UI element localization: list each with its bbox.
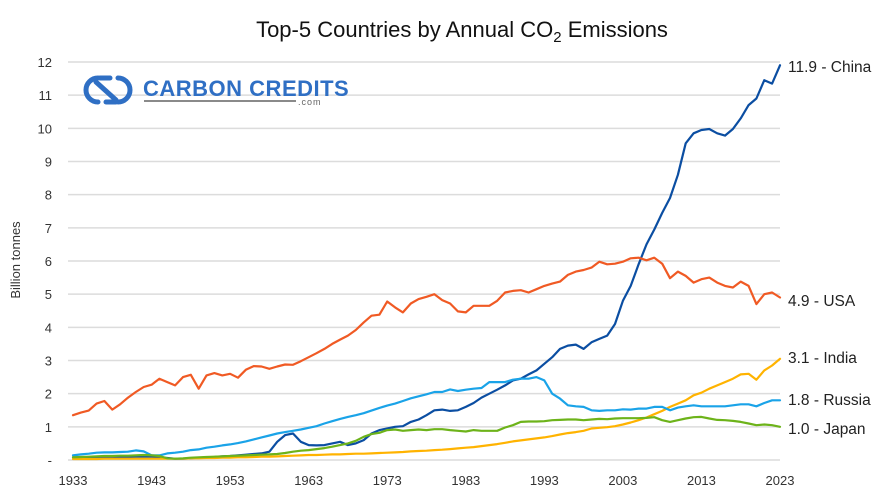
- logo-links-icon: [83, 75, 133, 105]
- end-label-india: 3.1 - India: [788, 350, 857, 367]
- series-line-japan: [71, 415, 782, 460]
- x-tick-label: 1953: [216, 473, 245, 488]
- y-tick-label: 7: [45, 221, 52, 236]
- series-line-russia: [71, 376, 782, 457]
- series-line-china: [71, 64, 782, 460]
- y-tick-label: 12: [38, 55, 52, 70]
- gridlines: [68, 61, 780, 461]
- carbon-credits-logo: CARBON CREDITS .com: [83, 75, 349, 107]
- y-tick-label: 1: [45, 420, 52, 435]
- y-tick-label: 5: [45, 287, 52, 302]
- series-line-usa: [71, 256, 782, 417]
- end-label-japan: 1.0 - Japan: [788, 421, 866, 438]
- x-tick-label: 2023: [766, 473, 795, 488]
- chart-title: Top-5 Countries by Annual CO2 Emissions: [256, 17, 668, 46]
- y-tick-label: -: [48, 453, 52, 468]
- y-tick-label: 11: [39, 88, 53, 103]
- end-label-russia: 1.8 - Russia: [788, 392, 871, 409]
- x-tick-label: 2013: [687, 473, 716, 488]
- end-label-china: 11.9 - China: [788, 59, 872, 76]
- x-axis-ticks: 1933 1943 1953 1963 1973 1983 1993 2003 2013 2023: [59, 473, 795, 488]
- x-tick-label: 1943: [137, 473, 166, 488]
- y-tick-label: 2: [45, 387, 52, 402]
- y-tick-label: 3: [45, 354, 52, 369]
- logo-name: CARBON CREDITS: [143, 76, 349, 101]
- x-tick-label: 1933: [59, 473, 88, 488]
- y-tick-label: 4: [45, 320, 52, 335]
- series-lines: [71, 64, 782, 461]
- y-tick-label: 6: [45, 254, 52, 269]
- end-label-usa: 4.9 - USA: [788, 293, 856, 310]
- x-tick-label: 1963: [294, 473, 323, 488]
- x-tick-label: 1973: [373, 473, 402, 488]
- y-tick-label: 8: [45, 188, 52, 203]
- logo-suffix: .com: [298, 97, 322, 107]
- y-axis-label: Billion tonnes: [8, 221, 23, 299]
- end-labels: 11.9 - China 4.9 - USA 3.1 - India 1.8 - Ru…: [788, 59, 872, 438]
- y-tick-label: 9: [45, 155, 52, 170]
- x-tick-label: 1983: [451, 473, 480, 488]
- y-tick-label: 10: [38, 121, 52, 136]
- x-tick-label: 1993: [530, 473, 559, 488]
- x-tick-label: 2003: [608, 473, 637, 488]
